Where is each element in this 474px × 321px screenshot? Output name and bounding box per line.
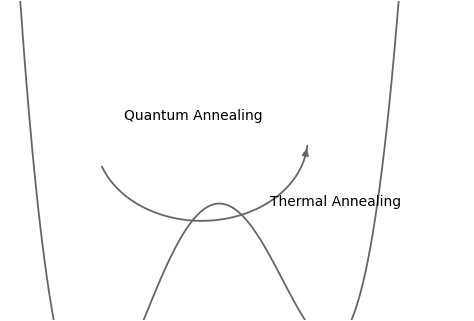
Text: Thermal Annealing: Thermal Annealing: [270, 195, 401, 209]
Text: Quantum Annealing: Quantum Annealing: [124, 109, 263, 123]
